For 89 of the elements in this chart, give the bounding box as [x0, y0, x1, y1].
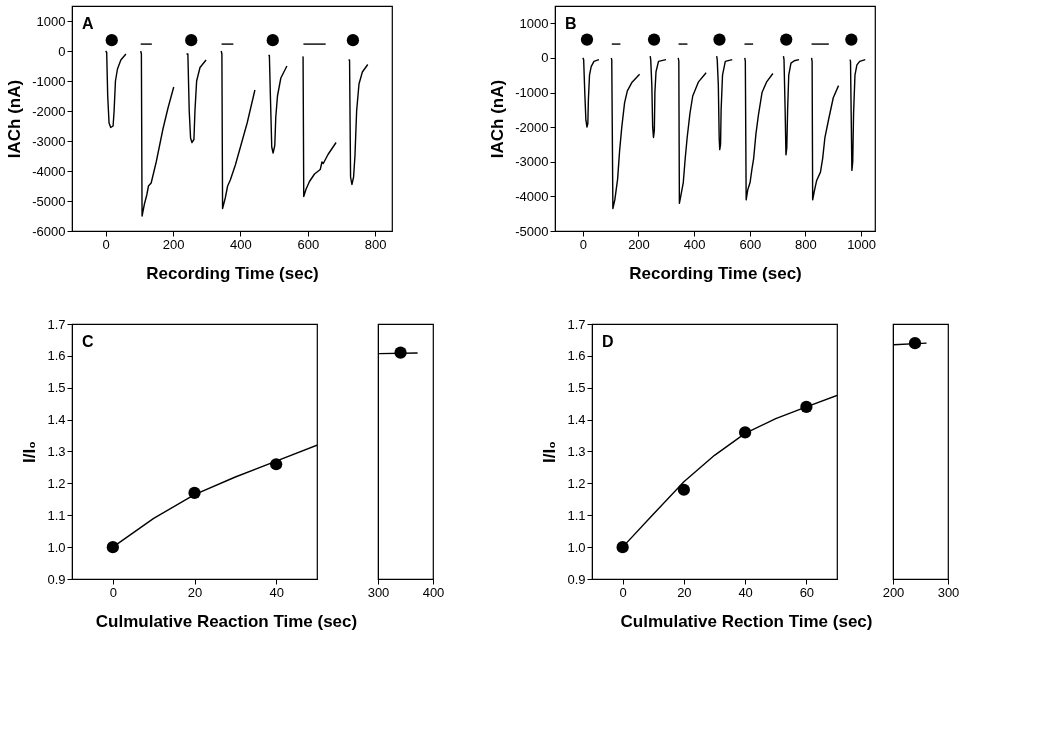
y-tick-label: 1.7: [567, 316, 586, 332]
y-tick-label: -2000: [32, 103, 66, 119]
line-series: [220, 50, 256, 210]
line-series: [715, 55, 733, 151]
x-tick-label: 400: [230, 236, 252, 252]
line-series: [849, 58, 866, 172]
line-series: [301, 56, 337, 198]
y-tick-label: 1.6: [47, 348, 66, 364]
y-tick-label: 1.3: [47, 444, 66, 459]
x-tick-label: 1000: [847, 236, 877, 252]
y-tick-label: 0: [58, 43, 66, 59]
y-tick-label: 0: [541, 50, 549, 66]
x-axis-title: Recording Time (sec): [146, 263, 319, 283]
x-tick-label: 400: [683, 236, 706, 252]
y-tick-label: 1.5: [567, 380, 586, 396]
y-tick-label: -1000: [515, 85, 549, 101]
x-tick-label: 200: [162, 236, 185, 252]
annotation: D: [602, 333, 614, 350]
x-axis-title: Culmulative Rection Time (sec): [620, 611, 873, 631]
point: [106, 541, 119, 554]
y-tick-label: -2000: [515, 119, 549, 135]
y-tick-label: 1.0: [567, 539, 586, 555]
y-tick-label: 1.4: [47, 412, 66, 428]
y-tick-label: -6000: [32, 223, 66, 239]
y-tick-label: -4000: [32, 163, 66, 179]
x-tick-label: 300: [367, 584, 390, 600]
y-tick-label: 1.6: [567, 348, 586, 364]
x-tick-label: 20: [187, 584, 203, 600]
y-tick-label: 1.0: [47, 539, 66, 555]
line-series: [810, 57, 840, 201]
x-tick-label: 60: [799, 584, 815, 600]
y-tick-label: -3000: [515, 154, 549, 170]
line-series: [185, 53, 207, 144]
line-series: [582, 57, 600, 128]
x-tick-label: 20: [677, 584, 692, 600]
x-tick-label: 400: [422, 584, 445, 600]
annotation: B: [565, 15, 577, 32]
y-tick-label: 0.9: [47, 571, 66, 587]
y-tick-label: 1.4: [567, 412, 586, 428]
x-tick-label: 40: [738, 584, 753, 600]
x-tick-label: 40: [269, 584, 284, 600]
y-tick-label: -4000: [515, 188, 549, 204]
y-tick-label: 1.2: [567, 475, 586, 491]
line-series: [104, 50, 127, 129]
x-tick-label: 600: [739, 236, 762, 252]
point: [616, 541, 629, 554]
point: [739, 426, 752, 439]
annotation: A: [82, 15, 94, 32]
line-series: [267, 54, 288, 154]
y-axis-title: IACh (nA): [488, 79, 508, 159]
point: [188, 486, 201, 500]
point: [677, 483, 690, 496]
point: [270, 458, 283, 471]
x-tick-label: 600: [297, 236, 320, 252]
annotation: C: [82, 333, 94, 350]
y-tick-label: 0.9: [567, 571, 586, 587]
y-tick-label: 1.3: [567, 444, 586, 459]
point: [800, 400, 813, 413]
y-tick-label: -5000: [32, 193, 66, 209]
x-tick-label: 300: [937, 584, 960, 600]
y-tick-label: 1.2: [47, 475, 66, 491]
x-axis-title: Recording Time (sec): [629, 263, 802, 283]
x-tick-label: 800: [795, 236, 817, 252]
x-tick-label: 200: [882, 584, 905, 600]
line-series: [677, 57, 707, 205]
line-series: [744, 57, 774, 201]
x-tick-label: 200: [628, 236, 650, 252]
y-axis-title: IACh (nA): [5, 79, 25, 159]
y-axis-title: I/I₀: [540, 441, 560, 463]
y-tick-label: 1000: [36, 13, 66, 29]
y-tick-label: -1000: [32, 73, 66, 89]
line-series: [610, 57, 641, 210]
x-tick-label: 0: [109, 584, 117, 600]
x-tick-label: 0: [102, 236, 110, 252]
y-axis-title: I/I₀: [20, 441, 40, 463]
line-series: [649, 55, 667, 139]
y-tick-label: -5000: [515, 223, 549, 239]
line-series: [140, 50, 175, 217]
y-tick-label: 1.7: [47, 316, 66, 332]
y-tick-label: -3000: [32, 133, 66, 149]
line-series: [347, 59, 369, 186]
line-series: [782, 55, 800, 156]
x-tick-label: 800: [364, 236, 387, 252]
y-tick-label: 1000: [519, 15, 549, 31]
x-axis-title: Culmulative Reaction Time (sec): [95, 611, 358, 631]
y-tick-label: 1.1: [47, 507, 66, 523]
x-tick-label: 0: [619, 584, 627, 600]
y-tick-label: 1.1: [567, 507, 586, 523]
y-tick-label: 1.5: [47, 380, 66, 396]
